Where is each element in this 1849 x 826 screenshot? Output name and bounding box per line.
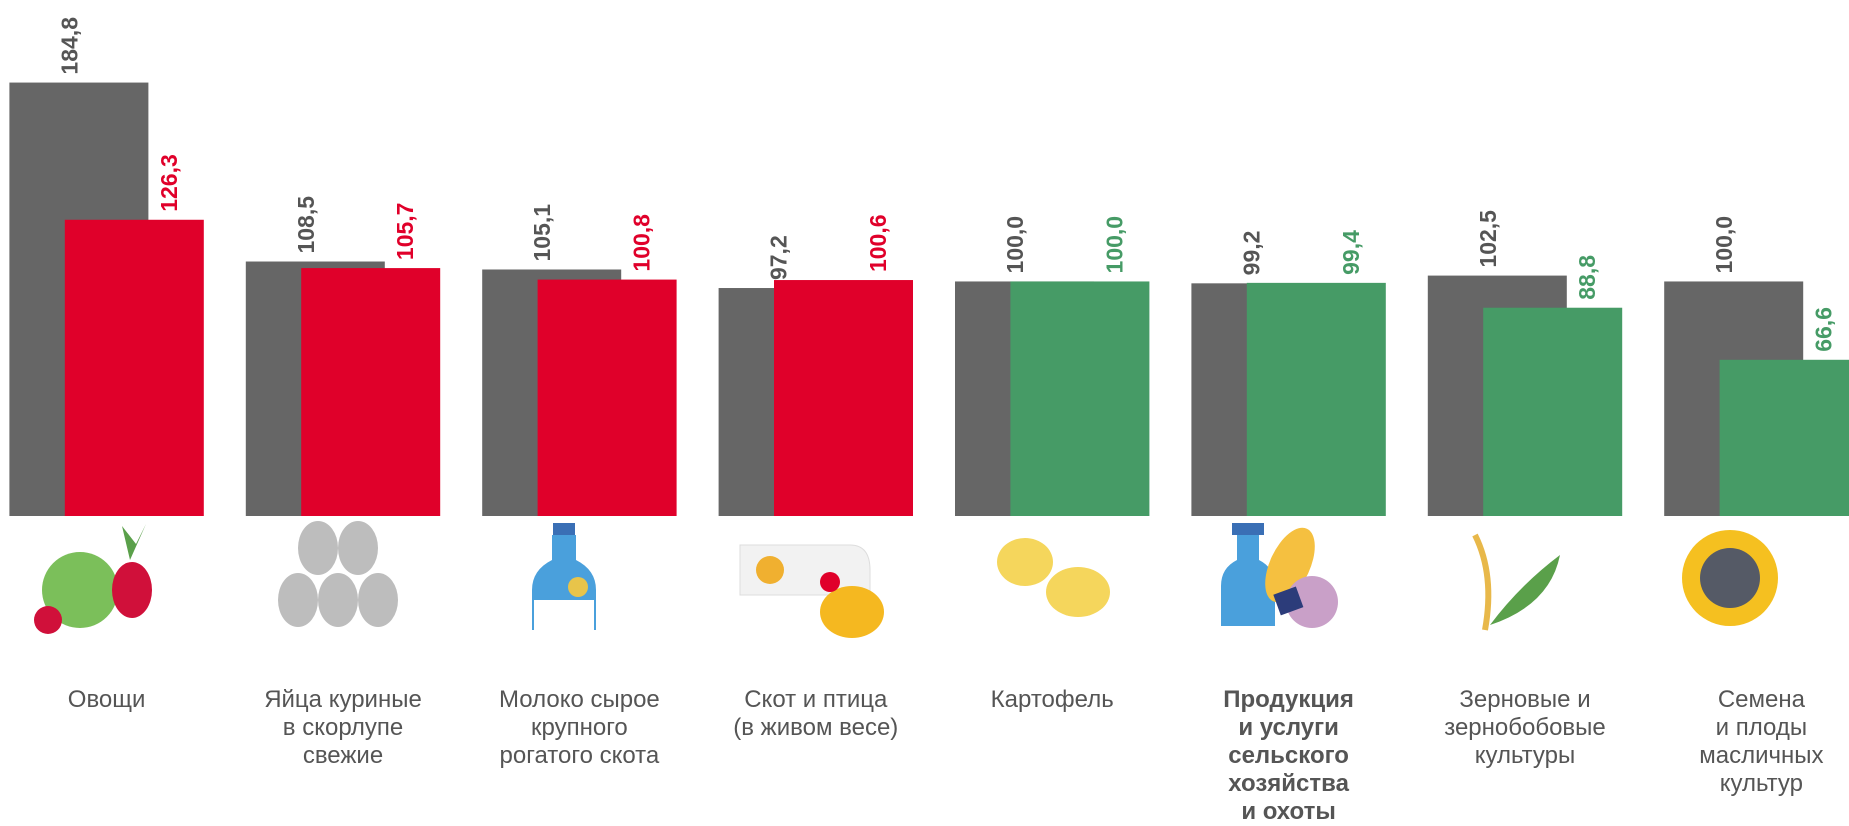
value-label: 102,5	[1475, 210, 1501, 268]
category-label: Овощи	[67, 686, 146, 713]
icon-leaf	[122, 524, 146, 560]
value-label: 100,8	[629, 214, 655, 272]
value-label: 100,0	[1002, 216, 1028, 274]
category-label: Картофель	[990, 686, 1114, 713]
value-label: 100,0	[1101, 216, 1127, 274]
category-label: Зерновые и зернобобовые культуры	[1444, 686, 1606, 769]
value-label: 99,2	[1238, 231, 1264, 276]
bar	[537, 279, 677, 516]
icon-chicken	[820, 586, 884, 638]
icon-tomato	[34, 606, 62, 634]
icon-beet	[112, 562, 152, 618]
icon-yarn	[1286, 576, 1338, 628]
icon-cap	[1232, 523, 1264, 535]
bar	[64, 219, 204, 516]
category-label: Продукция и услуги сельского хозяйства и…	[1223, 686, 1354, 825]
value-label: 97,2	[766, 235, 792, 280]
icon-potato	[1046, 567, 1110, 617]
icon-seeds	[1700, 548, 1760, 608]
icon-potato	[997, 538, 1053, 586]
bar	[1246, 282, 1386, 516]
icon-comb	[820, 572, 840, 592]
value-label: 126,3	[156, 154, 182, 212]
bar	[301, 268, 441, 516]
icon-pea	[1490, 555, 1560, 625]
category-label: Скот и птица (в живом весе)	[733, 686, 899, 741]
icon-spool	[1273, 586, 1304, 616]
bar	[774, 280, 913, 516]
icon-cap	[553, 523, 575, 535]
value-label: 66,6	[1811, 307, 1837, 352]
value-label: 100,0	[1711, 216, 1737, 274]
value-label: 88,8	[1574, 255, 1600, 300]
icon-cow-face	[568, 577, 588, 597]
category-label: Семена и плоды масличных культур	[1699, 686, 1824, 797]
icon-wheat	[1472, 533, 1492, 631]
value-label: 99,4	[1338, 230, 1364, 275]
category-label: Молоко сырое крупного рогатого скота	[499, 686, 660, 769]
value-label: 105,7	[392, 203, 418, 261]
value-label: 184,8	[56, 17, 82, 75]
icon-cabbage	[42, 552, 118, 628]
icon-eggs	[278, 521, 398, 627]
bar	[1483, 307, 1623, 516]
value-label: 108,5	[293, 196, 319, 254]
category-label: Яйца куриные в скорлупе свежие	[264, 686, 422, 769]
bar	[1719, 359, 1849, 516]
icon-label	[534, 600, 594, 630]
icon-bottle	[1221, 535, 1275, 626]
bar	[1010, 281, 1150, 516]
value-label: 105,1	[529, 204, 555, 262]
icon-spot	[756, 556, 784, 584]
value-label: 100,6	[865, 214, 891, 272]
icons	[34, 521, 1778, 638]
